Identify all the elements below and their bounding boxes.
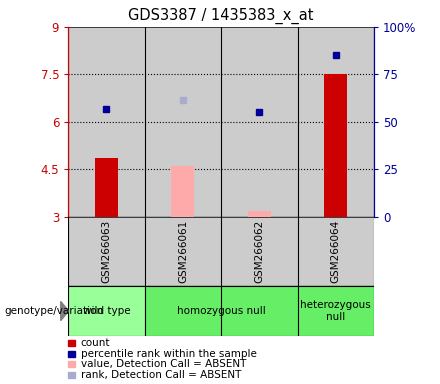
Bar: [145, 27, 221, 217]
Bar: [297, 286, 374, 336]
Bar: [95, 158, 118, 217]
Text: GSM266064: GSM266064: [331, 220, 341, 283]
Text: wild type: wild type: [83, 306, 130, 316]
Text: count: count: [81, 338, 110, 348]
Text: homozygous null: homozygous null: [177, 306, 265, 316]
Bar: [68, 27, 145, 217]
Text: genotype/variation: genotype/variation: [4, 306, 103, 316]
Bar: [297, 27, 374, 217]
Bar: [145, 286, 297, 336]
Text: value, Detection Call = ABSENT: value, Detection Call = ABSENT: [81, 359, 246, 369]
Bar: [172, 166, 194, 217]
Text: percentile rank within the sample: percentile rank within the sample: [81, 349, 257, 359]
Bar: [248, 211, 271, 217]
Text: GSM266062: GSM266062: [254, 220, 264, 283]
Bar: [324, 74, 347, 217]
Text: heterozygous
null: heterozygous null: [301, 300, 371, 322]
Title: GDS3387 / 1435383_x_at: GDS3387 / 1435383_x_at: [128, 8, 314, 24]
Text: rank, Detection Call = ABSENT: rank, Detection Call = ABSENT: [81, 370, 241, 380]
Text: GSM266061: GSM266061: [178, 220, 188, 283]
Bar: [221, 27, 297, 217]
Text: GSM266063: GSM266063: [102, 220, 111, 283]
Bar: [68, 286, 145, 336]
